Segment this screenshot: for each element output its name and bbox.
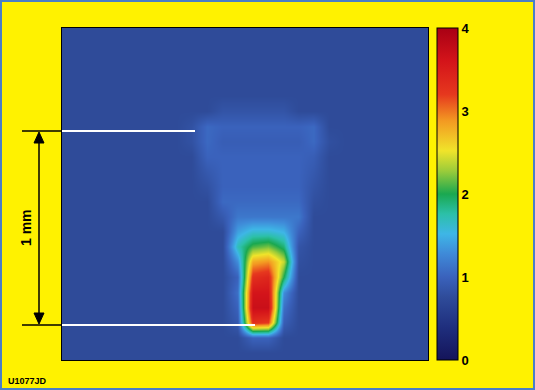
svg-text:0: 0 bbox=[462, 353, 469, 368]
svg-text:1: 1 bbox=[462, 270, 469, 285]
svg-text:4: 4 bbox=[462, 21, 470, 36]
svg-text:3: 3 bbox=[462, 104, 469, 119]
svg-text:U1077JD: U1077JD bbox=[8, 376, 47, 386]
svg-text:1 mm: 1 mm bbox=[18, 209, 34, 246]
svg-text:2: 2 bbox=[462, 187, 469, 202]
